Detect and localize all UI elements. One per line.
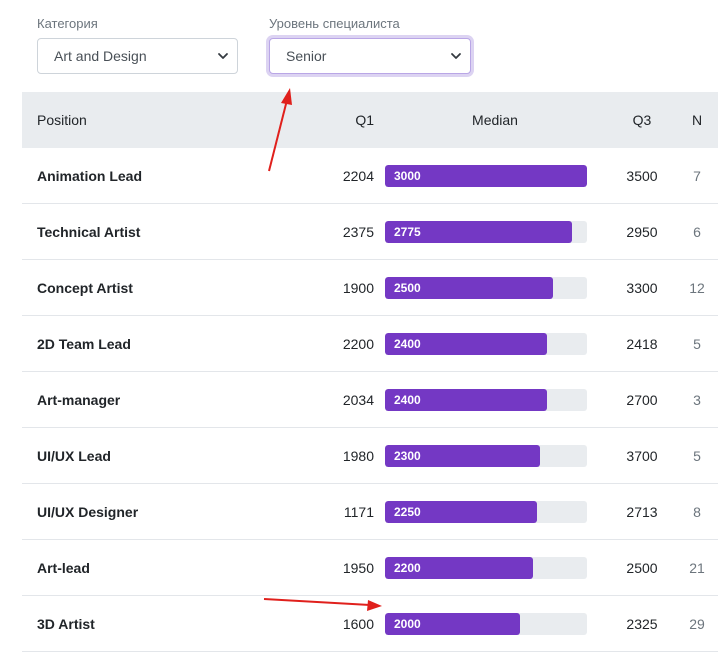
table-row: Concept Artist 1900 2500 3300 12: [22, 260, 718, 316]
n-value: 8: [693, 503, 701, 520]
q3-value: 2700: [626, 391, 658, 408]
n-value: 5: [693, 335, 701, 352]
table-row: Animation Lead 2204 3000 3500 7: [22, 148, 718, 204]
median-bar-fill: [385, 388, 547, 411]
q1-value: 2375: [342, 223, 374, 240]
table-header: Position Q1 Median Q3 N: [22, 92, 718, 148]
median-bar-track: 2400: [385, 332, 587, 355]
median-bar-fill: [385, 332, 547, 355]
median-cell: 2300: [374, 444, 608, 467]
table-row: Art-lead 1950 2200 2500 21: [22, 540, 718, 596]
level-label: Уровень специалиста: [269, 16, 400, 31]
category-label: Категория: [37, 16, 98, 31]
position-name: 3D Artist: [37, 615, 95, 632]
chevron-down-icon: [218, 53, 228, 59]
median-bar-track: 2200: [385, 556, 587, 579]
median-bar-fill: [385, 444, 540, 467]
header-position[interactable]: Position: [37, 112, 87, 128]
median-bar-label: 2250: [394, 504, 421, 519]
q1-value: 1980: [342, 447, 374, 464]
n-value: 5: [693, 447, 701, 464]
q3-value: 3500: [626, 167, 658, 184]
median-bar-fill: [385, 220, 572, 243]
median-cell: 2000: [374, 612, 608, 635]
header-q1[interactable]: Q1: [355, 112, 374, 128]
median-bar-label: 2300: [394, 448, 421, 463]
median-bar-track: 3000: [385, 164, 587, 187]
q3-value: 3300: [626, 279, 658, 296]
q1-value: 1900: [342, 279, 374, 296]
position-name: Technical Artist: [37, 223, 141, 240]
q3-value: 2950: [626, 223, 658, 240]
median-cell: 2400: [374, 388, 608, 411]
filters-bar: Категория Art and Design Уровень специал…: [0, 0, 718, 92]
table-row: 2D Team Lead 2200 2400 2418 5: [22, 316, 718, 372]
median-bar-track: 2000: [385, 612, 587, 635]
median-cell: 2775: [374, 220, 608, 243]
level-select-value: Senior: [286, 48, 327, 64]
q3-value: 2500: [626, 559, 658, 576]
table-row: UI/UX Designer 1171 2250 2713 8: [22, 484, 718, 540]
q3-value: 2418: [626, 335, 658, 352]
median-cell: 2250: [374, 500, 608, 523]
table-body: Animation Lead 2204 3000 3500 7 Technical Art…: [22, 148, 718, 652]
q1-value: 1171: [343, 503, 374, 520]
category-select-value: Art and Design: [54, 48, 147, 64]
q1-value: 2200: [342, 335, 374, 352]
position-name: Animation Lead: [37, 167, 143, 184]
median-bar-label: 2400: [394, 392, 421, 407]
median-bar-track: 2250: [385, 500, 587, 523]
median-bar-label: 2000: [394, 616, 421, 631]
median-bar-label: 2775: [394, 224, 421, 239]
n-value: 3: [693, 391, 701, 408]
position-name: Art-lead: [37, 559, 90, 576]
salary-table: Position Q1 Median Q3 N Animation Lead 22…: [22, 92, 718, 652]
header-median[interactable]: Median: [472, 112, 518, 128]
median-bar-fill: [385, 164, 587, 187]
position-name: 2D Team Lead: [37, 335, 131, 352]
median-bar-fill: [385, 556, 534, 579]
median-bar-label: 2200: [394, 560, 421, 575]
median-bar-fill: [385, 612, 520, 635]
median-bar-fill: [385, 276, 554, 299]
q3-value: 2325: [626, 615, 658, 632]
table-row: Art-manager 2034 2400 2700 3: [22, 372, 718, 428]
n-value: 7: [693, 167, 701, 184]
category-select[interactable]: Art and Design: [37, 38, 238, 74]
median-bar-label: 2400: [394, 336, 421, 351]
position-name: UI/UX Lead: [37, 447, 111, 464]
position-name: UI/UX Designer: [37, 503, 139, 520]
q3-value: 2713: [626, 503, 658, 520]
level-select[interactable]: Senior: [269, 38, 471, 74]
header-n[interactable]: N: [691, 112, 703, 128]
table-row: Technical Artist 2375 2775 2950 6: [22, 204, 718, 260]
n-value: 12: [689, 279, 705, 296]
table-row: UI/UX Lead 1980 2300 3700 5: [22, 428, 718, 484]
position-name: Concept Artist: [37, 279, 133, 296]
median-cell: 2200: [374, 556, 608, 579]
median-bar-track: 2775: [385, 220, 587, 243]
chevron-down-icon: [451, 53, 461, 59]
table-row: 3D Artist 1600 2000 2325 29: [22, 596, 718, 652]
n-value: 21: [689, 559, 705, 576]
q3-value: 3700: [626, 447, 658, 464]
median-cell: 2500: [374, 276, 608, 299]
q1-value: 2034: [342, 391, 374, 408]
q1-value: 1600: [342, 615, 374, 632]
median-cell: 3000: [374, 164, 608, 187]
header-q3[interactable]: Q3: [632, 112, 652, 128]
n-value: 29: [689, 615, 705, 632]
median-cell: 2400: [374, 332, 608, 355]
median-bar-track: 2400: [385, 388, 587, 411]
q1-value: 1950: [342, 559, 374, 576]
position-name: Art-manager: [37, 391, 121, 408]
median-bar-track: 2300: [385, 444, 587, 467]
median-bar-label: 3000: [394, 168, 421, 183]
median-bar-label: 2500: [394, 280, 421, 295]
median-bar-fill: [385, 500, 537, 523]
median-bar-track: 2500: [385, 276, 587, 299]
q1-value: 2204: [342, 167, 374, 184]
n-value: 6: [693, 223, 701, 240]
